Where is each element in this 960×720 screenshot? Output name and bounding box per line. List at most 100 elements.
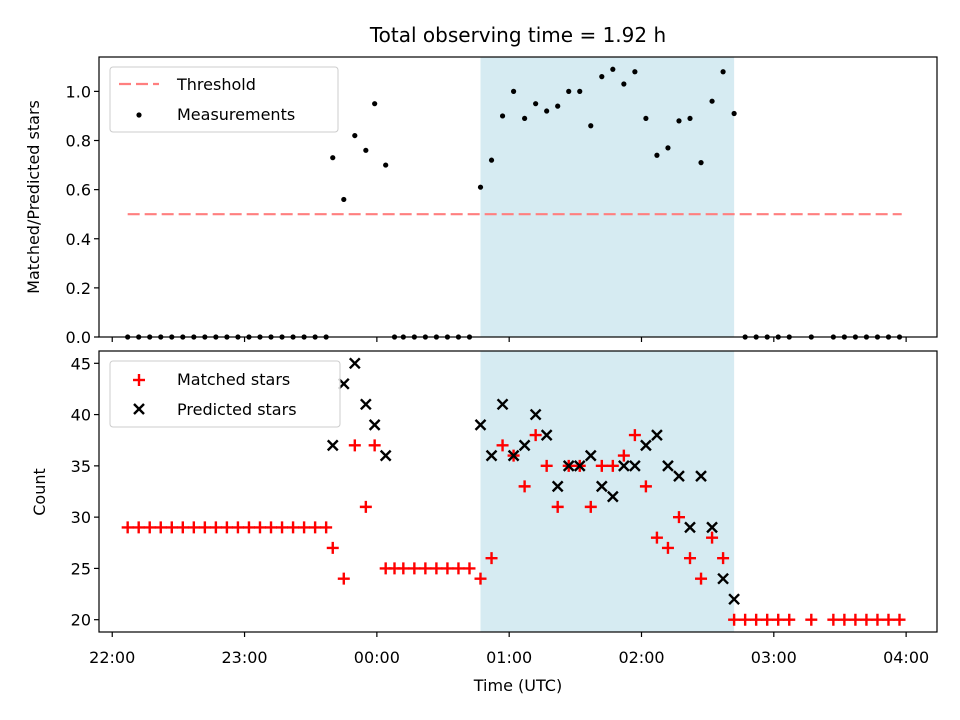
top-y-ticks: 0.0 0.2 0.4 0.6 0.8 1.0: [66, 82, 99, 347]
matched-stars-point: [220, 521, 233, 534]
matched-stars-point: [242, 521, 255, 534]
predicted-stars-point: [379, 449, 392, 462]
measurement-point: [731, 110, 737, 117]
bottom-panel: 20 25 30 35 40 45 22:00 23:00 00:00 01:00 02:00 03…: [30, 350, 938, 695]
measurement-point: [599, 74, 605, 80]
matched-stars-point: [717, 552, 730, 565]
top-legend: Threshold Measurements: [109, 66, 339, 133]
matched-stars-point: [209, 521, 222, 534]
matched-stars-point: [463, 562, 476, 575]
matched-stars-point: [628, 429, 641, 442]
measurement-point: [588, 123, 594, 129]
matched-stars-point: [849, 613, 862, 626]
matched-stars-point: [860, 613, 873, 626]
y-tick-label: 25: [71, 559, 91, 578]
matched-stars-point: [893, 613, 906, 626]
matched-stars-point: [496, 439, 509, 452]
y-tick-label: 40: [71, 406, 91, 425]
matched-stars-point: [706, 531, 719, 544]
measurement-point: [687, 115, 693, 122]
measurement-point: [621, 81, 627, 87]
bottom-x-ticks: 22:00 23:00 00:00 01:00 02:00 03:00 04:00: [89, 632, 929, 667]
x-tick-label: 22:00: [89, 648, 135, 667]
measurement-point: [555, 103, 561, 109]
predicted-stars-series: [326, 357, 740, 606]
predicted-stars-point: [540, 429, 553, 441]
matched-stars-point: [805, 613, 818, 626]
predicted-stars-point: [629, 460, 641, 472]
matched-stars-point: [359, 500, 372, 513]
measurement-point: [643, 115, 649, 122]
x-tick-label: 04:00: [883, 648, 929, 667]
matched-stars-point: [132, 521, 145, 534]
x-tick-label: 03:00: [751, 648, 797, 667]
y-tick-label: 0.2: [66, 279, 91, 298]
predicted-stars-point: [684, 521, 696, 534]
matched-stars-point: [650, 531, 663, 544]
matched-stars-point: [772, 613, 785, 626]
chart-title: Total observing time = 1.92 h: [369, 23, 666, 47]
y-tick-label: 0.0: [66, 328, 91, 347]
y-tick-label: 20: [71, 611, 91, 630]
matched-stars-point: [265, 521, 278, 534]
top-x-ticks: [111, 337, 907, 342]
legend-predicted-swatch: [133, 403, 145, 415]
legend-matched-swatch: [133, 374, 145, 386]
matched-stars-point: [154, 521, 167, 534]
y-tick-label: 30: [71, 508, 91, 527]
matched-stars-point: [540, 459, 553, 472]
bottom-legend: Matched stars Predicted stars: [109, 360, 341, 428]
matched-stars-point: [143, 521, 156, 534]
measurement-point: [610, 66, 616, 72]
matched-stars-point: [882, 613, 895, 626]
matched-stars-point: [838, 613, 851, 626]
matched-stars-point: [750, 613, 763, 626]
y-tick-label: 0.6: [66, 181, 91, 200]
matched-stars-point: [198, 521, 211, 534]
bottom-y-axis-label: Count: [30, 468, 49, 516]
matched-stars-point: [761, 613, 774, 626]
predicted-stars-point: [728, 593, 740, 606]
measurement-point: [676, 118, 682, 124]
measurement-point: [510, 88, 517, 94]
y-tick-label: 45: [71, 354, 91, 373]
top-panel: 0.0 0.2 0.4 0.6 0.8 1.0 Total observing time …: [24, 23, 938, 347]
matched-stars-point: [452, 562, 465, 575]
y-tick-label: 0.4: [66, 230, 91, 249]
measurement-point: [698, 160, 704, 166]
matched-stars-point: [397, 562, 410, 575]
x-tick-label: 00:00: [354, 648, 400, 667]
predicted-stars-point: [368, 418, 381, 431]
top-y-axis-label: Matched/Predicted stars: [24, 100, 43, 294]
bottom-legend-box: [109, 360, 341, 428]
predicted-stars-point: [717, 572, 729, 585]
predicted-stars-point: [584, 449, 597, 462]
matched-stars-point: [474, 572, 487, 585]
predicted-stars-point: [640, 439, 652, 452]
predicted-stars-point: [695, 470, 707, 482]
matched-stars-point: [661, 541, 674, 554]
y-tick-label: 1.0: [66, 82, 91, 101]
matched-stars-point: [287, 521, 300, 534]
predicted-stars-point: [651, 429, 663, 441]
measurement-point: [383, 162, 389, 168]
matched-stars-point: [408, 562, 421, 575]
x-tick-label: 02:00: [618, 648, 664, 667]
matched-stars-point: [326, 541, 339, 554]
predicted-stars-point: [562, 460, 575, 472]
matched-stars-point: [871, 613, 884, 626]
matched-stars-point: [276, 521, 289, 534]
top-shaded-interval: [480, 57, 735, 337]
measurement-point: [330, 155, 336, 161]
predicted-stars-point: [595, 480, 608, 493]
predicted-stars-point: [706, 521, 718, 534]
measurement-point: [720, 69, 726, 75]
predicted-stars-point: [551, 480, 564, 493]
predicted-stars-point: [507, 449, 520, 462]
matched-stars-point: [348, 439, 361, 452]
top-plot-frame: [98, 56, 938, 338]
predicted-stars-point: [529, 408, 542, 421]
measurement-point: [499, 113, 506, 119]
bottom-y-ticks: 20 25 30 35 40 45: [71, 354, 99, 630]
